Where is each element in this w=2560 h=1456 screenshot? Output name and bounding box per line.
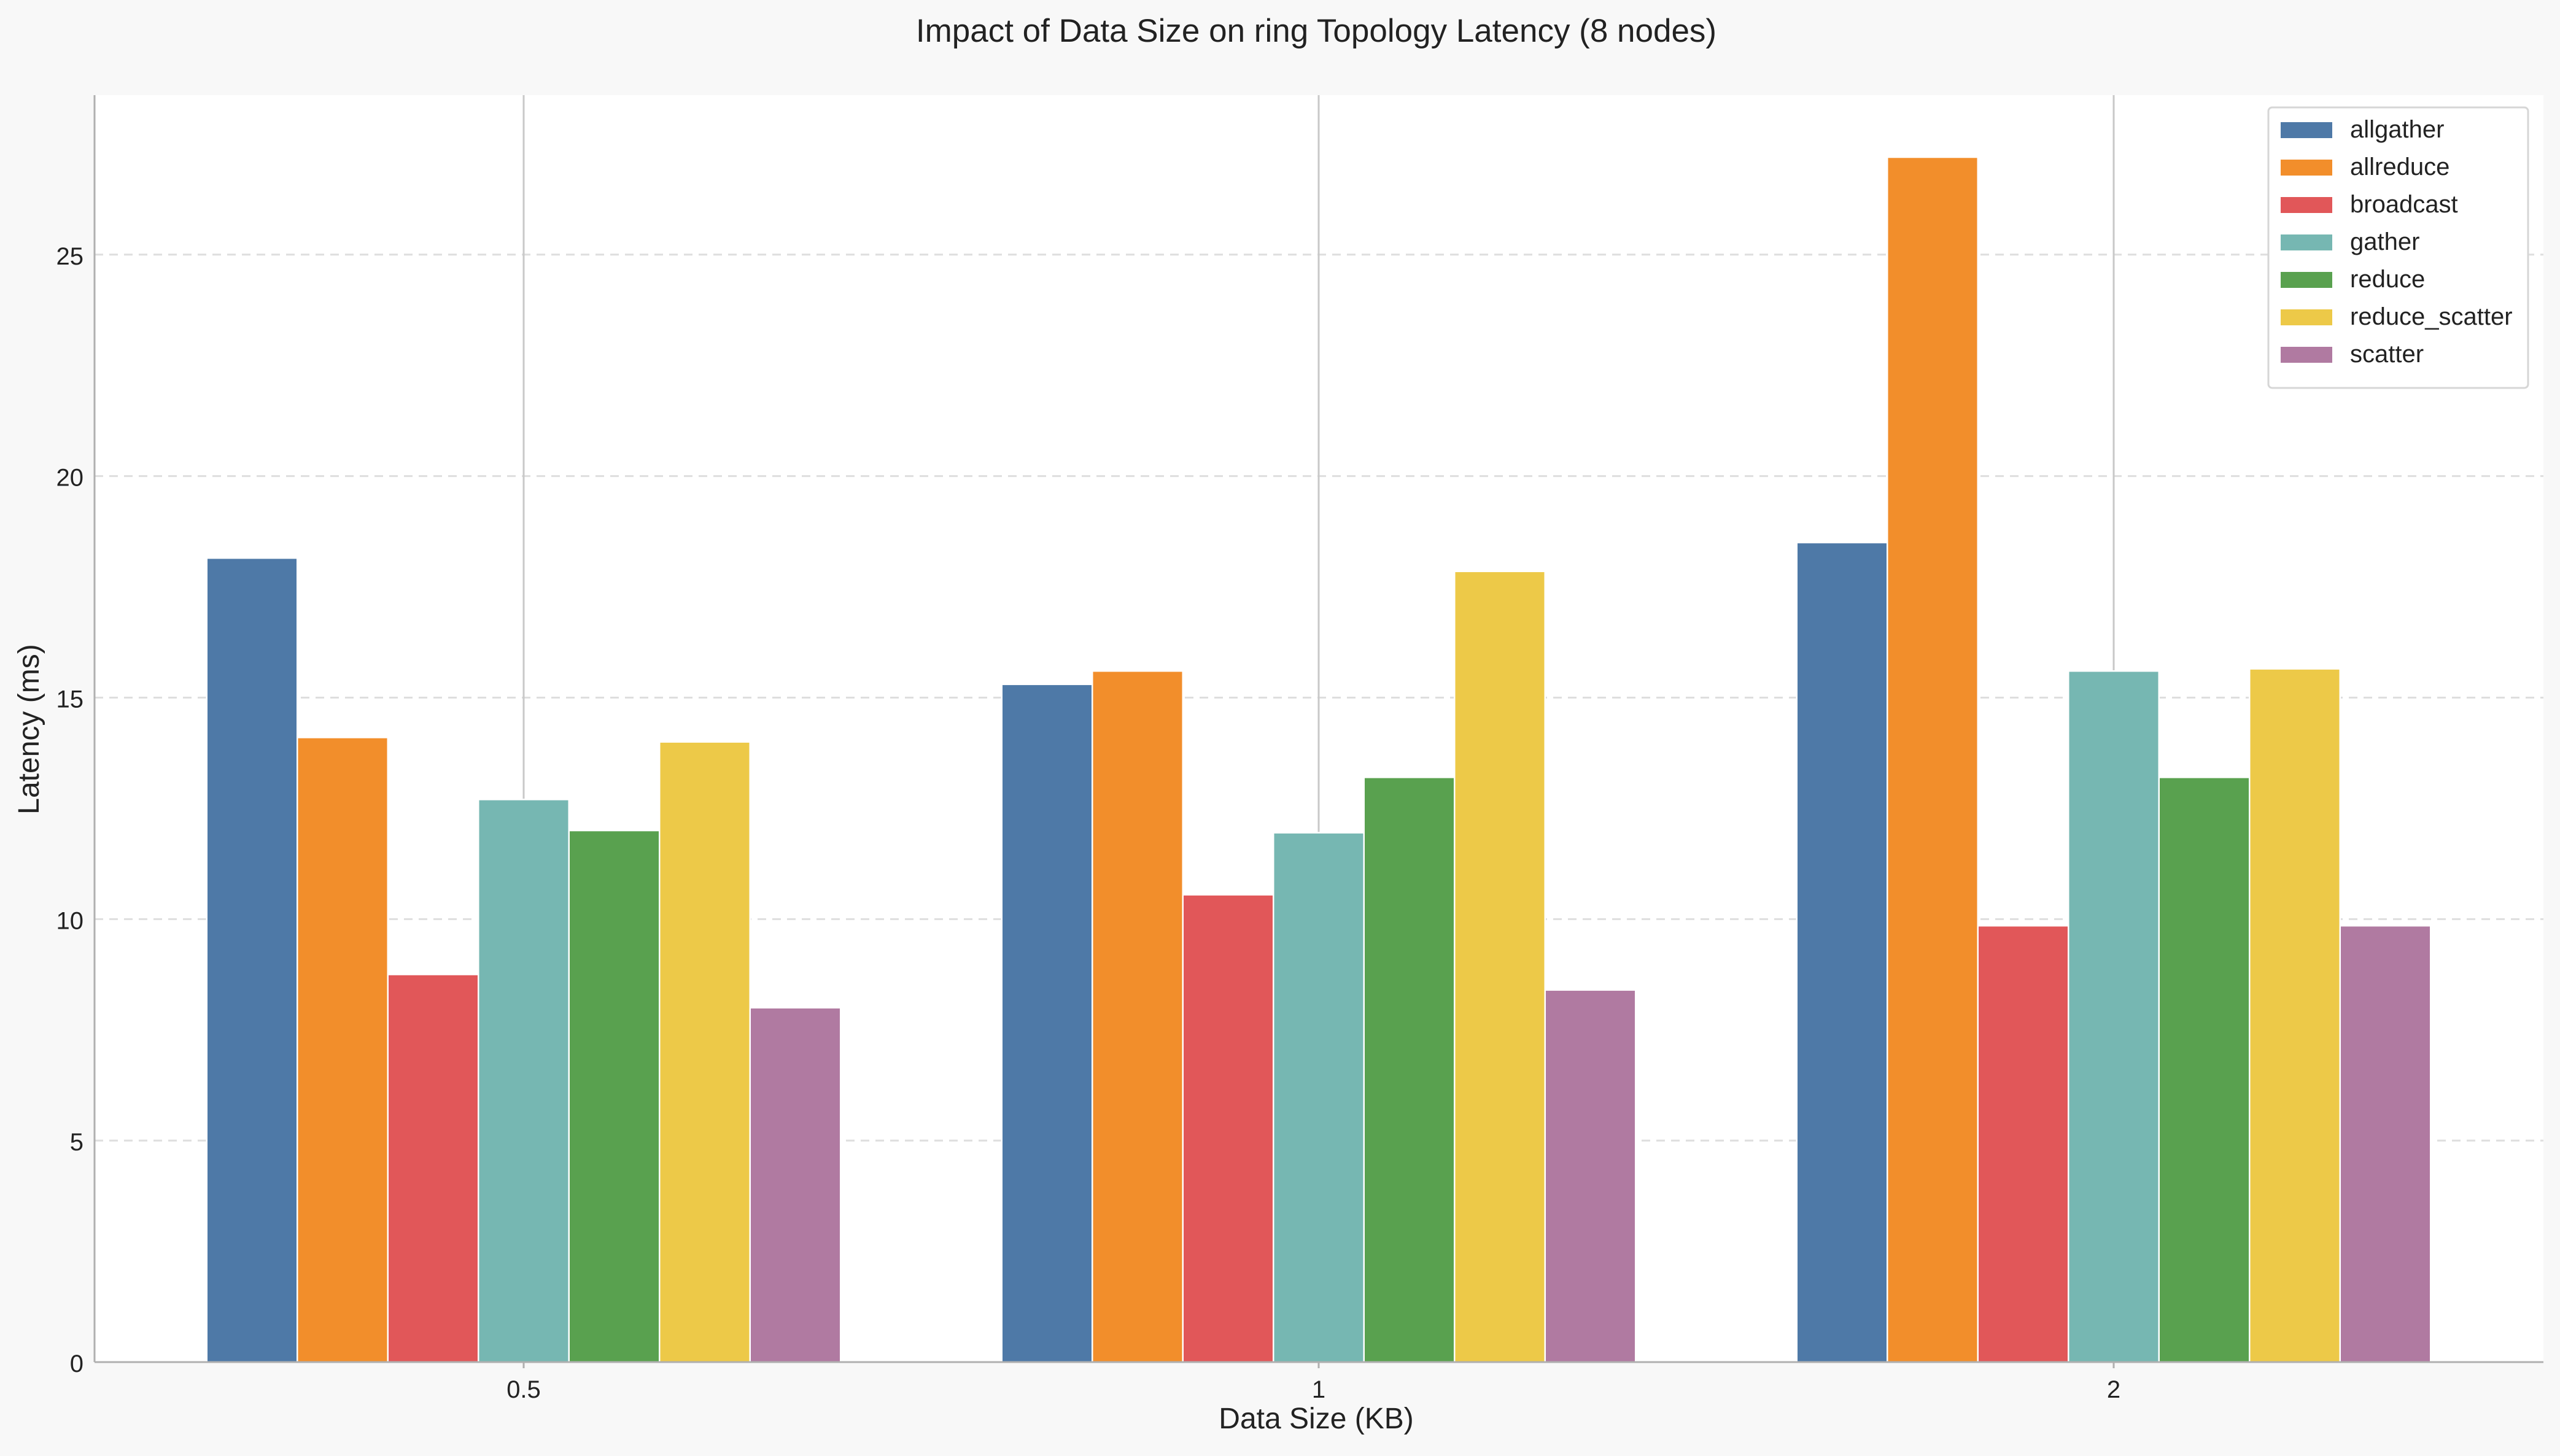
bar-allgather-1 [1001,683,1093,1363]
x-tick-label: 2 [2107,1376,2120,1403]
legend-label-reduce: reduce [2350,266,2425,293]
bar-reduce-0.5 [568,829,661,1363]
bar-reduce_scatter-1 [1454,570,1546,1363]
x-tick-label: 0.5 [506,1376,541,1403]
bar-scatter-0.5 [749,1007,842,1363]
y-tick-label: 0 [70,1350,83,1377]
y-tick-label: 5 [70,1129,83,1156]
bar-scatter-2 [2339,924,2432,1363]
bar-broadcast-0.5 [387,974,479,1363]
legend-label-allreduce: allreduce [2350,153,2449,180]
legend-label-allgather: allgather [2350,116,2444,143]
legend-swatch-broadcast [2281,197,2332,213]
y-tick-label: 10 [56,907,84,934]
legend-label-scatter: scatter [2350,341,2424,368]
legend-swatch-allgather [2281,122,2332,138]
legend-box [2267,106,2529,389]
bar-gather-1 [1273,832,1365,1363]
bar-broadcast-2 [1977,924,2069,1363]
bar-reduce_scatter-0.5 [659,741,751,1363]
legend-label-reduce_scatter: reduce_scatter [2350,303,2513,330]
bar-gather-0.5 [478,799,570,1363]
legend-swatch-reduce [2281,272,2332,288]
bar-reduce_scatter-2 [2249,668,2341,1363]
bar-reduce-2 [2158,776,2251,1363]
y-axis-label: Latency (ms) [13,644,45,814]
bar-allgather-0.5 [206,557,298,1363]
legend-label-gather: gather [2350,228,2419,255]
legend-swatch-reduce_scatter [2281,309,2332,325]
y-tick-label: 25 [56,243,84,270]
legend-label-broadcast: broadcast [2350,191,2458,218]
legend-swatch-scatter [2281,347,2332,363]
bar-broadcast-1 [1182,894,1274,1363]
legend-swatch-allreduce [2281,160,2332,176]
x-tick-label: 1 [1312,1376,1325,1403]
bar-allreduce-2 [1887,156,1979,1363]
bar-allgather-2 [1796,541,1888,1363]
bar-allreduce-0.5 [297,737,389,1363]
bar-reduce-1 [1363,776,1456,1363]
bar-scatter-1 [1544,989,1637,1363]
y-tick-label: 15 [56,686,84,713]
bar-gather-2 [2068,670,2160,1363]
chart-title: Impact of Data Size on ring Topology Lat… [916,13,1716,49]
bar-allreduce-1 [1092,670,1184,1363]
y-tick-label: 20 [56,465,84,492]
legend-swatch-gather [2281,234,2332,250]
x-axis-label: Data Size (KB) [1219,1403,1413,1435]
